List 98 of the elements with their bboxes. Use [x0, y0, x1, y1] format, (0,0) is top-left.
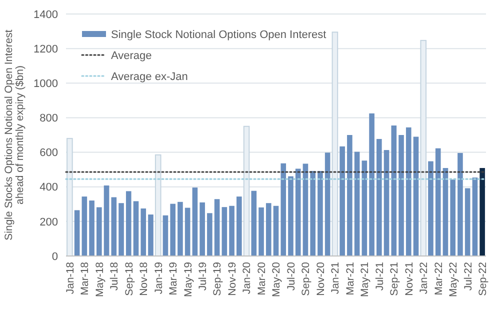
- bar: [332, 32, 338, 256]
- bar: [258, 207, 264, 256]
- bar: [384, 150, 390, 256]
- bar: [398, 135, 404, 256]
- x-tick-label: Jul-22: [462, 262, 474, 291]
- bar: [472, 178, 478, 256]
- bar: [450, 180, 456, 256]
- bar: [280, 163, 286, 256]
- x-tick-label: Jul-18: [108, 262, 121, 291]
- bar: [74, 210, 80, 256]
- legend-label: Average: [111, 50, 152, 62]
- bar: [96, 207, 102, 256]
- x-tick-label: Jan-19: [152, 262, 165, 294]
- bar: [406, 127, 412, 256]
- bar: [464, 188, 470, 256]
- bar: [89, 200, 94, 256]
- bar: [162, 215, 168, 256]
- bar: [184, 208, 190, 256]
- bar: [170, 204, 176, 256]
- bar: [266, 203, 272, 256]
- x-tick-label: Jan-21: [330, 262, 342, 294]
- bar: [214, 199, 220, 256]
- bar: [66, 138, 73, 256]
- bar: [229, 206, 234, 256]
- y-tick-label: 600: [40, 147, 58, 160]
- x-tick-label: May-20: [270, 262, 283, 298]
- bar: [118, 203, 124, 256]
- y-tick-label: 400: [40, 182, 58, 194]
- x-tick-label: Nov-20: [314, 262, 327, 296]
- bar: [148, 214, 154, 256]
- y-tick-label: 200: [40, 216, 58, 228]
- y-tick-label: 1000: [34, 78, 58, 90]
- bar: [104, 185, 110, 256]
- bar: [362, 160, 368, 256]
- bar: [391, 125, 397, 256]
- x-tick-label: Nov-19: [226, 262, 238, 296]
- bar: [236, 196, 242, 256]
- x-tick-label: Nov-21: [403, 262, 416, 296]
- bar: [111, 197, 117, 256]
- bar: [318, 170, 323, 256]
- bar: [288, 176, 294, 256]
- bar: [222, 207, 228, 256]
- x-tick-label: May-22: [448, 262, 460, 298]
- x-tick-label: Jan-20: [241, 262, 254, 294]
- bar: [295, 168, 301, 256]
- x-tick-label: Mar-22: [432, 262, 445, 296]
- bar: [324, 152, 330, 256]
- bar: [178, 202, 183, 256]
- x-tick-label: May-21: [359, 262, 372, 298]
- bar: [302, 164, 308, 256]
- bar: [354, 152, 360, 256]
- x-tick-label: Sep-19: [212, 262, 224, 296]
- bar: [435, 148, 441, 256]
- bar: [310, 170, 316, 256]
- bar: [251, 190, 257, 256]
- x-tick-label: Mar-19: [168, 262, 180, 296]
- x-tick-label: Sep-21: [388, 262, 401, 296]
- legend-label: Single Stock Notional Options Open Interest: [111, 28, 326, 41]
- x-tick-label: Jan-18: [64, 262, 76, 294]
- x-tick-label: Mar-20: [256, 262, 268, 296]
- x-tick-label: Jul-19: [196, 262, 209, 291]
- y-tick-label: 1400: [34, 8, 58, 21]
- legend-label: Average ex-Jan: [111, 70, 188, 83]
- y-axis-title: Single Stocks Options Notional Open Interest ahead of monthly expiry ($bn): [3, 30, 26, 240]
- y-tick-label: 0: [52, 250, 58, 263]
- bar: [273, 206, 279, 256]
- bar: [207, 213, 212, 256]
- x-tick-label: Jul-21: [374, 262, 386, 291]
- x-tick-label: Nov-18: [138, 262, 150, 296]
- bar: [376, 138, 382, 256]
- bar: [192, 188, 198, 256]
- x-tick-label: Jul-20: [285, 262, 298, 291]
- bar: [420, 40, 427, 256]
- y-tick-label: 800: [40, 112, 58, 125]
- x-tick-label: Sep-18: [123, 262, 136, 296]
- bar: [154, 154, 162, 256]
- x-tick-label: Jan-22: [418, 262, 430, 294]
- bar: [480, 168, 485, 256]
- bar: [140, 208, 146, 256]
- x-tick-label: May-18: [94, 262, 106, 298]
- bar: [458, 152, 463, 256]
- bar: [369, 113, 374, 256]
- x-tick-label: May-19: [182, 262, 194, 298]
- bar: [340, 146, 345, 256]
- x-tick-label: Sep-20: [300, 262, 312, 296]
- bar: [133, 201, 139, 256]
- x-tick-label: Mar-18: [79, 262, 92, 296]
- bar: [243, 126, 250, 256]
- x-tick-label: Mar-21: [344, 262, 356, 296]
- bar: [442, 168, 448, 256]
- bar: [428, 161, 434, 256]
- y-tick-label: 1200: [34, 43, 58, 56]
- bar: [347, 135, 352, 256]
- bar: [82, 196, 88, 256]
- bar: [413, 136, 419, 256]
- x-tick-label: Sep-22: [476, 262, 489, 296]
- bar: [126, 191, 132, 256]
- bar: [200, 202, 205, 256]
